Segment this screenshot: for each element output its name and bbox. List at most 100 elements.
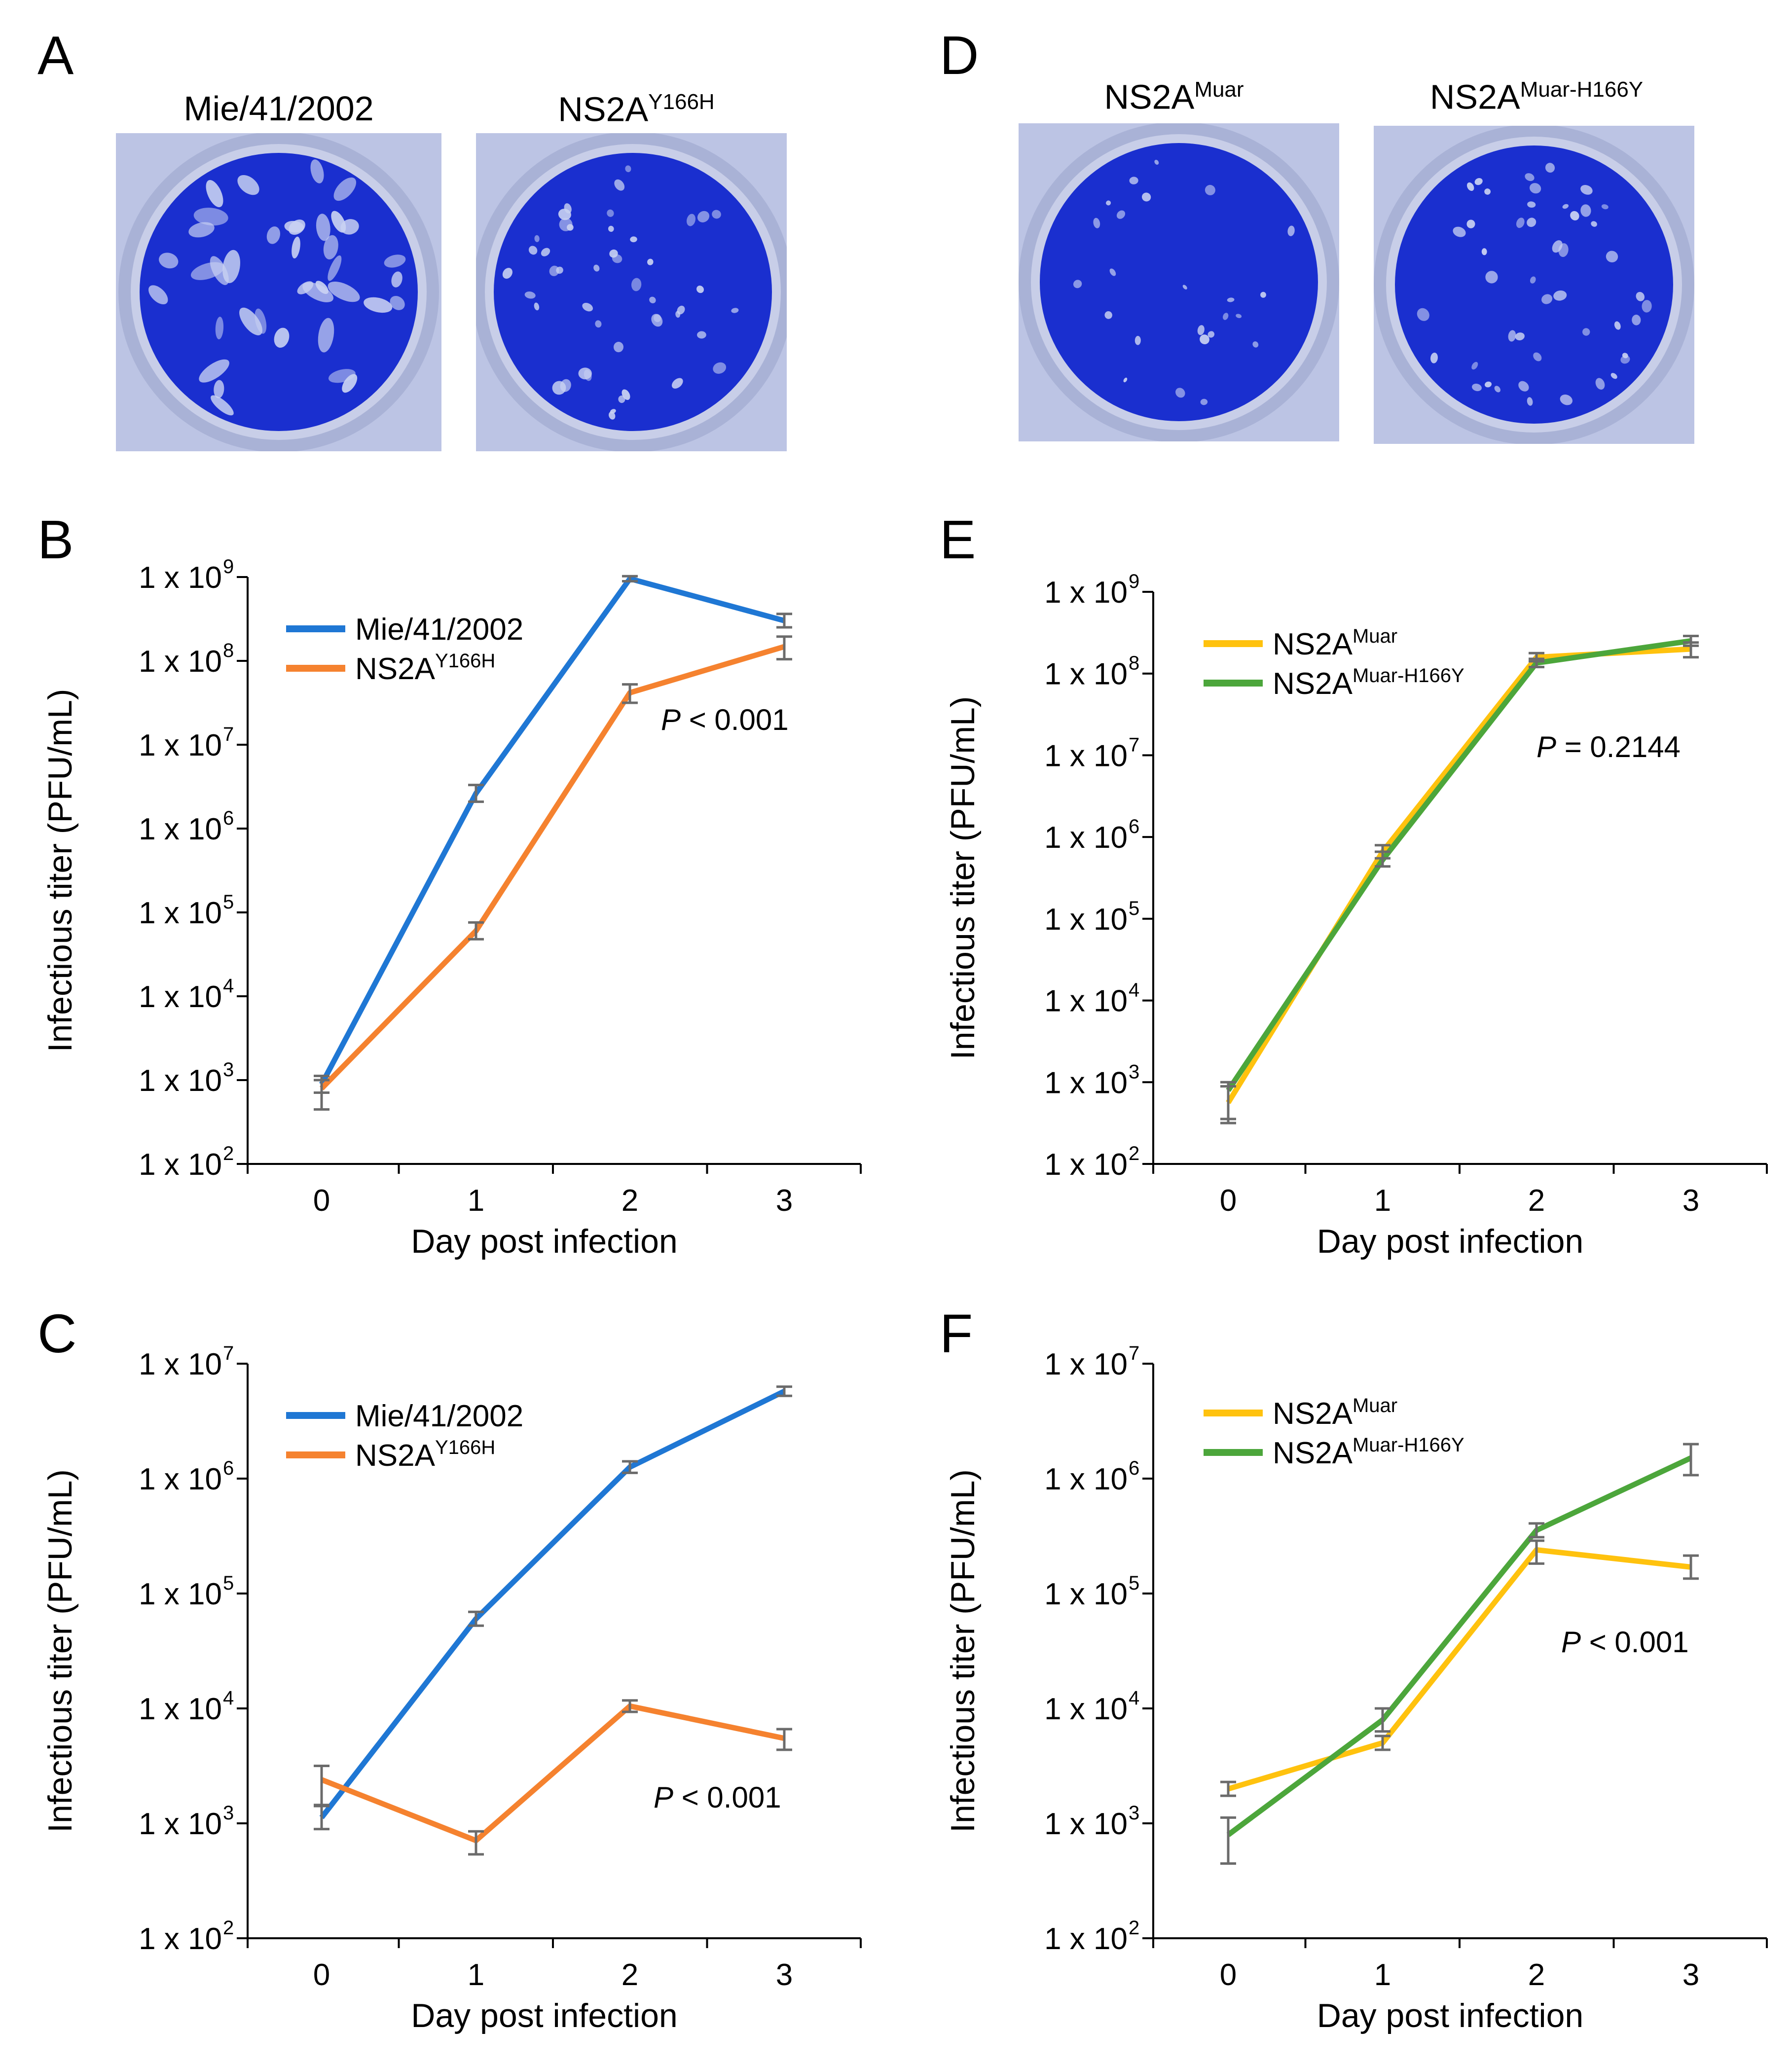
y-tick-label: 1 x 10 <box>139 1462 222 1496</box>
plaque-spot <box>549 265 559 276</box>
plaque-spot <box>1595 378 1605 390</box>
x-axis-title: Day post infection <box>411 1997 678 2034</box>
plaque-spot <box>302 282 333 302</box>
plaque-spot <box>333 177 357 201</box>
plaque-spot <box>584 369 592 381</box>
error-bar <box>1683 1554 1699 1580</box>
plaque-spot <box>1474 178 1483 185</box>
y-tick-exponent: 7 <box>1129 1342 1139 1364</box>
error-bar <box>776 1728 792 1751</box>
error-bar <box>1220 1081 1236 1121</box>
x-tick-label: 1 <box>1374 1184 1391 1218</box>
plaque-spot <box>524 291 536 299</box>
plaque-spot <box>1562 204 1569 209</box>
plaque-spot <box>677 305 685 315</box>
well-title-mie: Mie/41/2002 <box>118 91 439 126</box>
well-title-sup: Y166H <box>648 90 715 114</box>
y-tick-label: 1 x 10 <box>1044 1692 1128 1726</box>
p-value: P < 0.001 <box>661 703 789 736</box>
error-bar <box>1220 1780 1236 1797</box>
plaque-spot <box>687 214 695 226</box>
plaque-spot <box>1123 377 1128 383</box>
y-tick-label: 1 x 10 <box>139 1577 222 1611</box>
plaque-spot <box>384 254 406 268</box>
plaque-spot <box>1466 219 1475 228</box>
plaque-spot <box>609 249 618 258</box>
plaque-spot <box>1601 204 1609 210</box>
plaque-spot <box>1620 355 1630 364</box>
plaque-spot <box>1485 271 1498 284</box>
plaque-well-muar <box>1019 123 1339 441</box>
plaque-spots <box>1417 163 1652 406</box>
error-bar <box>1375 1735 1390 1751</box>
well-title-sup: Muar-H166Y <box>1520 77 1644 102</box>
plaque-spot <box>215 317 224 340</box>
plaque-spot <box>159 253 179 269</box>
plaque-spot <box>1227 297 1235 302</box>
plaque-spot <box>1093 217 1100 228</box>
error-bar <box>1529 1539 1544 1565</box>
y-tick-label: 1 x 10 <box>1044 1066 1128 1100</box>
legend-label: NS2AY166H <box>355 650 495 686</box>
y-tick-exponent: 2 <box>1129 1917 1139 1939</box>
y-tick-exponent: 8 <box>223 640 234 661</box>
x-tick-label: 0 <box>1220 1958 1237 1992</box>
y-tick-exponent: 2 <box>223 1917 234 1939</box>
y-tick-exponent: 7 <box>223 1342 234 1364</box>
error-bar <box>468 784 484 803</box>
plaque-spot <box>1642 300 1652 313</box>
plaque-spot <box>1632 315 1641 326</box>
plaque-spot <box>1106 200 1111 206</box>
plaque-spot <box>1182 285 1187 290</box>
plaque-spot <box>1560 394 1573 405</box>
panel-letter-f: F <box>940 1304 973 1364</box>
plaque-well-muar-svg <box>1019 123 1339 441</box>
plaque-spot <box>1527 397 1533 406</box>
plaque-spot <box>595 320 602 328</box>
plaque-spot <box>647 258 654 265</box>
plaque-spot <box>390 295 405 310</box>
y-axis-title: Infectious titer (PFU/mL) <box>944 696 982 1060</box>
plaque-spot <box>1580 185 1593 195</box>
well-title-text: Mie/41/2002 <box>183 89 374 128</box>
x-tick-label: 3 <box>776 1958 793 1992</box>
plaque-spot <box>630 236 637 243</box>
y-tick-label: 1 x 10 <box>139 1064 222 1098</box>
plaque-spot <box>206 180 223 208</box>
well-monolayer <box>1040 143 1318 421</box>
plaque-spot <box>1508 330 1516 342</box>
plaque-spot <box>1525 173 1535 181</box>
series-line-yellow <box>1227 1547 1691 1792</box>
y-tick-label: 1 x 10 <box>139 980 222 1014</box>
plaque-spot <box>364 297 393 313</box>
well-title-muar-h166y: NS2AMuar-H166Y <box>1376 79 1697 114</box>
panel-letter-e: E <box>940 509 976 570</box>
plaque-spot <box>607 209 614 217</box>
plaque-spot <box>712 210 721 219</box>
plaque-spot <box>1610 373 1617 379</box>
plaque-spot <box>1527 217 1536 227</box>
plaque-spot <box>1466 182 1474 191</box>
well-title-y166h: NS2AY166H <box>476 90 797 127</box>
x-tick-label: 2 <box>622 1184 638 1218</box>
plaque-spot <box>502 268 512 279</box>
plaque-spot <box>1518 381 1529 392</box>
x-tick-label: 2 <box>1528 1184 1545 1218</box>
error-bar <box>468 1830 484 1856</box>
plaque-well-mie-svg <box>118 133 439 451</box>
y-tick-exponent: 5 <box>223 891 234 913</box>
legend-label: NS2AMuar <box>1273 625 1397 661</box>
y-tick-exponent: 4 <box>223 975 234 997</box>
error-bar <box>776 613 792 629</box>
y-tick-label: 1 x 10 <box>139 645 222 679</box>
plaque-spot <box>1471 362 1478 370</box>
plaque-spot <box>696 286 704 293</box>
plaque-spot <box>1453 226 1466 237</box>
y-tick-label: 1 x 10 <box>1044 1807 1128 1841</box>
y-tick-label: 1 x 10 <box>139 561 222 595</box>
plaque-spot <box>1636 291 1645 301</box>
y-tick-label: 1 x 10 <box>1044 1148 1128 1182</box>
y-tick-exponent: 7 <box>1129 734 1139 756</box>
